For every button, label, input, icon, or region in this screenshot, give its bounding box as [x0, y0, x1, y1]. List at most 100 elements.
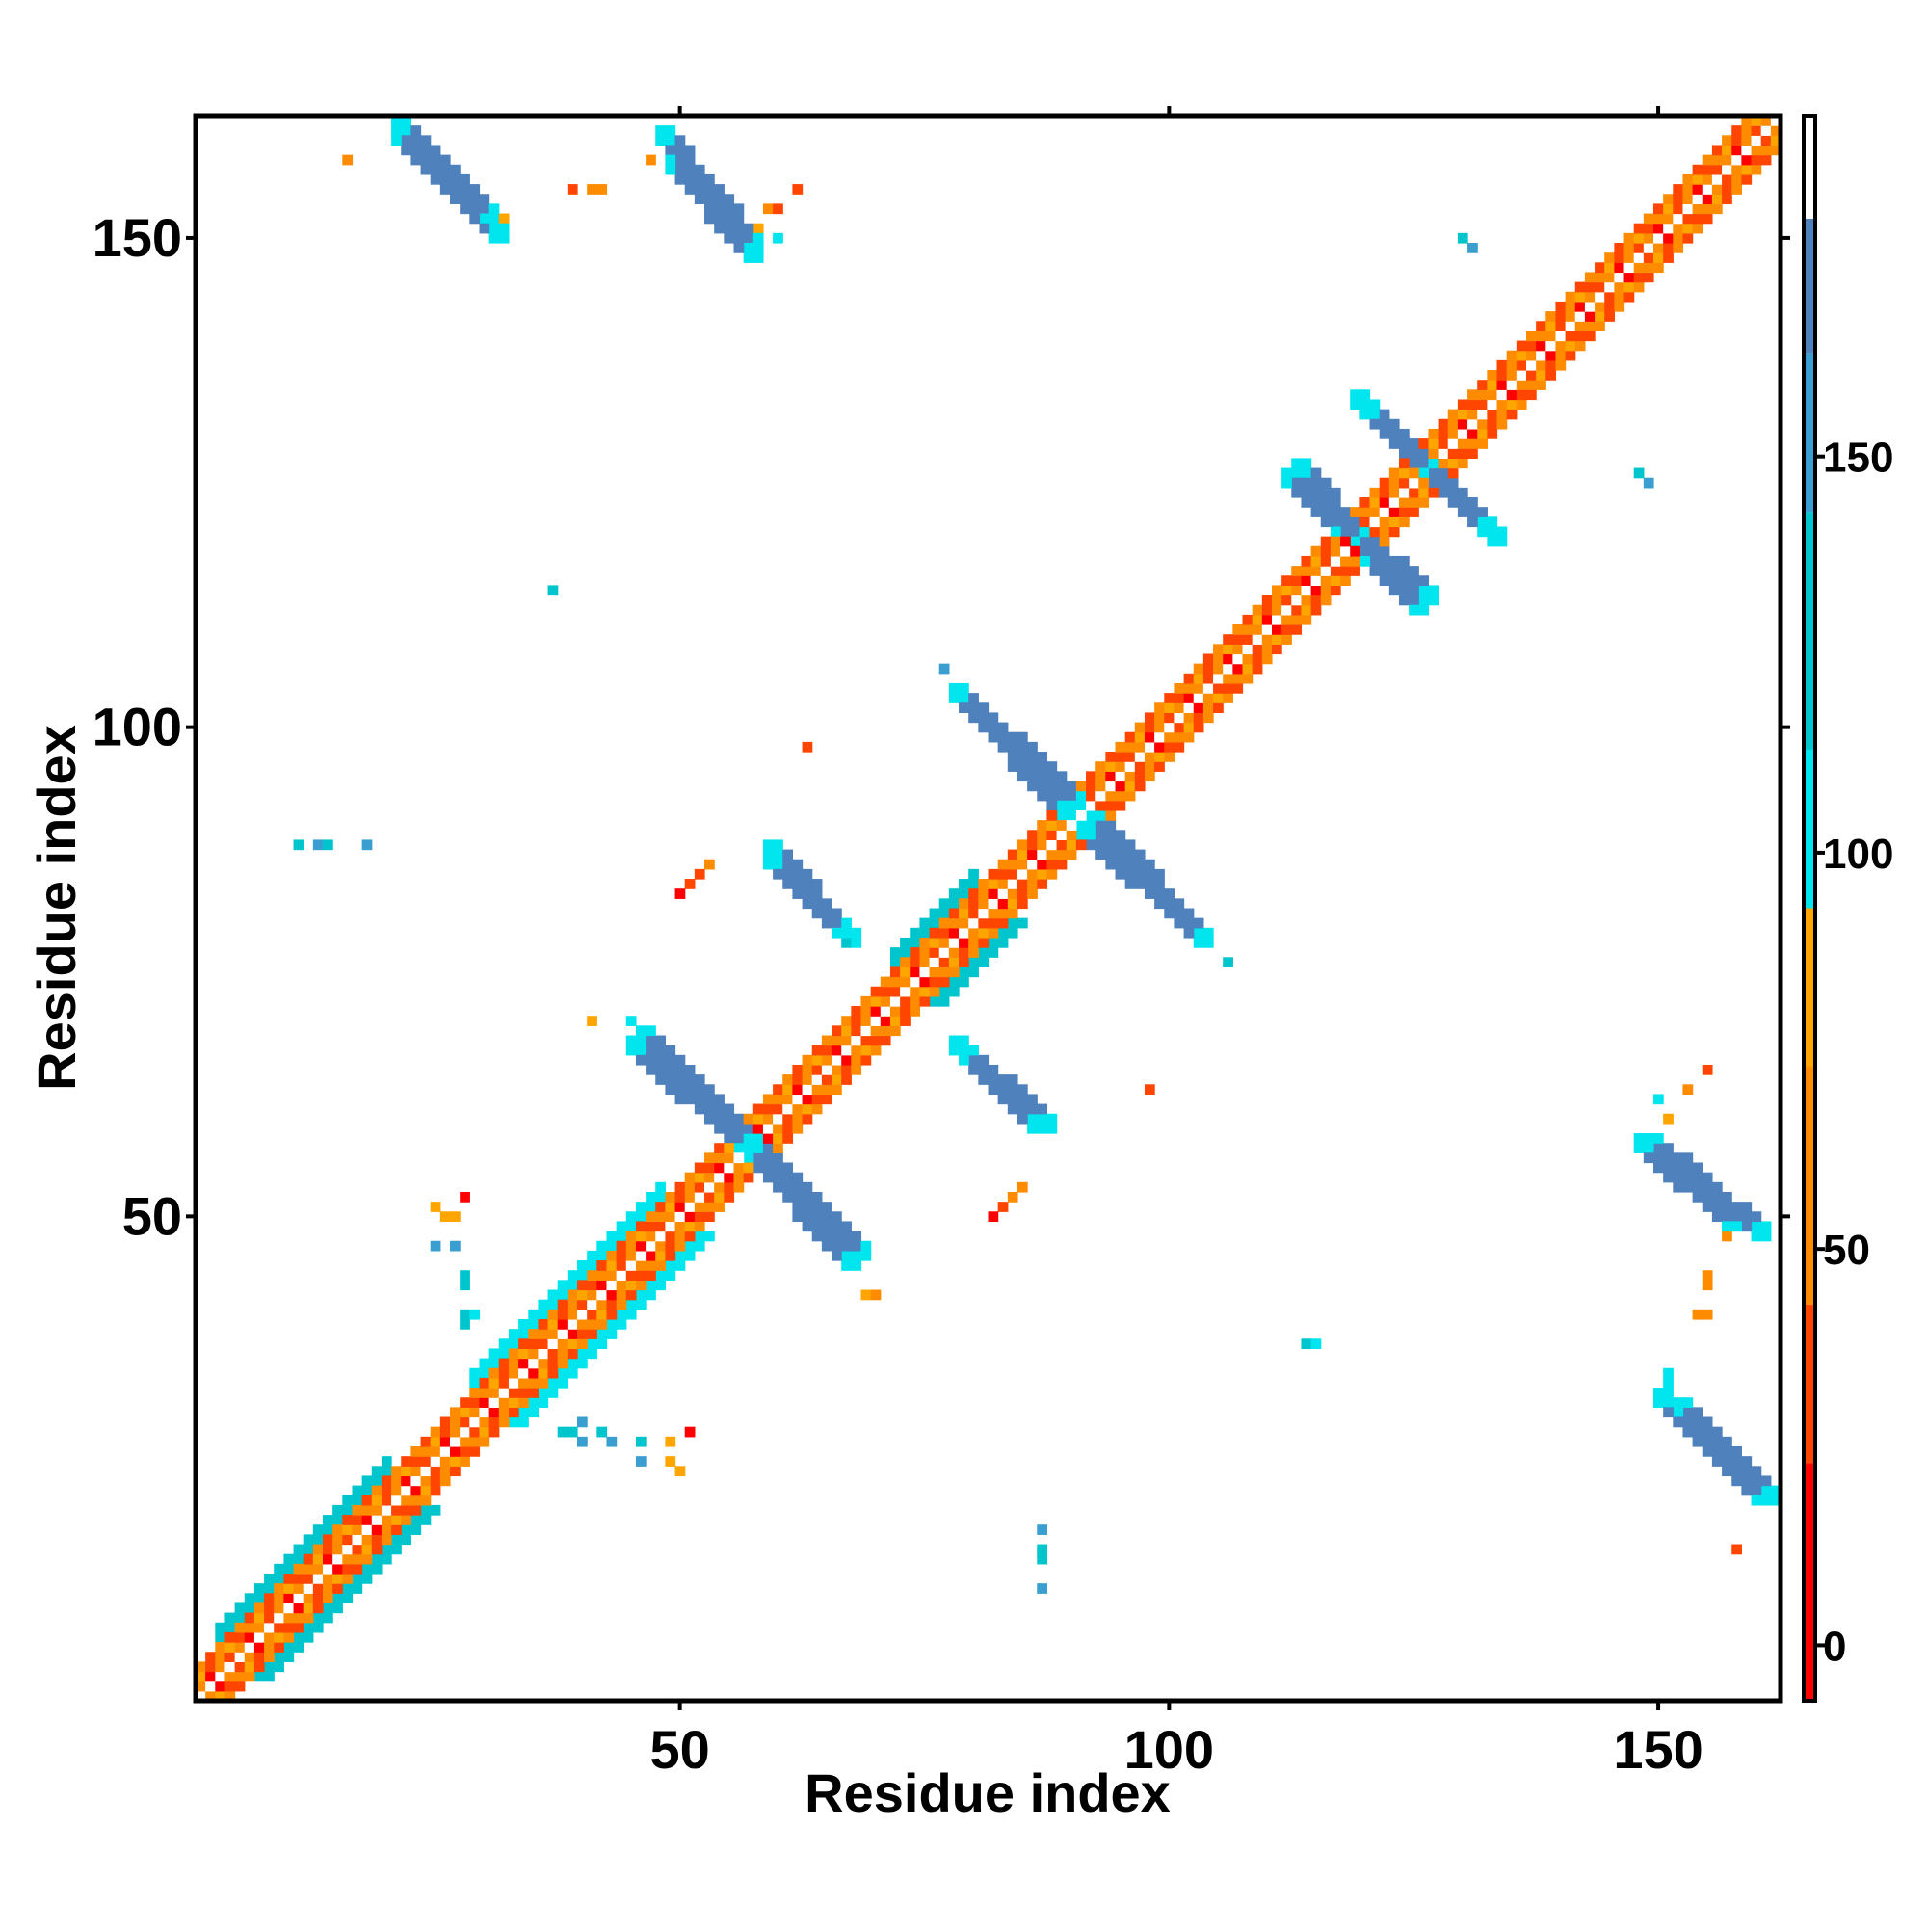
diagonal-cell	[332, 1524, 343, 1535]
diagonal-cell	[938, 957, 950, 968]
diagonal-cell	[1281, 595, 1292, 606]
diagonal-cell	[1751, 145, 1762, 156]
strand-cell	[948, 682, 960, 694]
diagonal-cell	[410, 1445, 422, 1457]
helix-cell	[587, 1260, 597, 1271]
diagonal-cell	[997, 888, 1009, 899]
diagonal-cell	[1271, 585, 1282, 596]
diagonal-cell	[224, 1631, 236, 1643]
diagonal-cell	[1281, 604, 1292, 616]
diagonal-cell	[352, 1563, 363, 1575]
diagonal-cell	[1447, 448, 1459, 459]
strand-cell	[1379, 418, 1390, 430]
strand-cell	[1369, 536, 1381, 547]
diagonal-cell	[1584, 291, 1596, 303]
helix-cell	[547, 1388, 559, 1398]
contact-cell	[684, 1426, 696, 1438]
diagonal-cell	[938, 947, 950, 958]
strand-cell	[655, 1045, 666, 1056]
strand-cell	[811, 888, 823, 899]
diagonal-cell	[968, 888, 979, 899]
strand-cell	[1682, 1416, 1694, 1428]
diagonal-cell	[567, 1299, 578, 1310]
diagonal-cell	[1271, 595, 1282, 606]
contact-cell	[361, 839, 373, 851]
strand-cell	[694, 164, 705, 175]
strand-cell	[959, 1045, 969, 1056]
helix-cell	[694, 1240, 705, 1252]
diagonal-cell	[430, 1485, 441, 1496]
helix-cell	[938, 986, 950, 997]
strand-cell	[1016, 1113, 1028, 1125]
diagonal-cell	[312, 1593, 324, 1604]
diagonal-cell	[841, 1035, 852, 1046]
helix-cell	[274, 1573, 284, 1584]
strand-cell	[684, 1094, 696, 1105]
diagonal-cell	[1711, 184, 1723, 195]
diagonal-cell	[1496, 399, 1508, 410]
helix-cell	[528, 1318, 539, 1330]
strand-cell	[1301, 487, 1312, 498]
diagonal-cell	[1252, 614, 1263, 625]
diagonal-cell	[988, 898, 999, 910]
diagonal-cell	[1242, 653, 1254, 665]
helix-cell	[342, 1504, 354, 1516]
diagonal-cell	[841, 1074, 852, 1085]
diagonal-cell	[342, 1573, 354, 1584]
strand-cell	[1115, 839, 1126, 851]
strand-cell	[1134, 879, 1146, 889]
strand-cell	[1086, 839, 1096, 851]
diagonal-cell	[1584, 272, 1596, 283]
diagonal-cell	[479, 1388, 490, 1398]
diagonal-cell	[938, 927, 950, 939]
helix-cell	[244, 1602, 255, 1614]
strand-cell	[420, 145, 432, 156]
strand-cell	[1016, 1103, 1028, 1115]
strand-cell	[762, 839, 774, 851]
strand-cell	[792, 859, 804, 870]
diagonal-cell	[929, 976, 940, 988]
diagonal-cell	[1095, 781, 1106, 792]
helix-cell	[381, 1553, 392, 1565]
strand-cell	[988, 1064, 999, 1075]
strand-cell	[714, 203, 725, 215]
diagonal-cell	[1536, 331, 1546, 342]
diagonal-cell	[1438, 438, 1449, 449]
diagonal-cell	[1086, 790, 1096, 802]
diagonal-cell	[1271, 624, 1282, 635]
strand-cell	[1037, 761, 1048, 772]
strand-cell	[460, 173, 470, 185]
diagonal-cell	[1614, 252, 1625, 263]
diagonal-cell	[1095, 800, 1106, 811]
diagonal-cell	[1741, 116, 1753, 126]
strand-cell	[1115, 859, 1126, 870]
diagonal-cell	[1320, 575, 1332, 586]
strand-cell	[1359, 399, 1371, 410]
diagonal-cell	[714, 1181, 725, 1193]
diagonal-cell	[1261, 595, 1273, 606]
diagonal-cell	[635, 1270, 647, 1281]
diagonal-cell	[1418, 477, 1430, 489]
strand-cell	[684, 154, 696, 166]
strand-cell	[1457, 507, 1468, 517]
strand-cell	[1359, 389, 1371, 401]
strand-cell	[1731, 1466, 1742, 1477]
diagonal-cell	[1330, 545, 1341, 557]
diagonal-cell	[488, 1367, 500, 1379]
diagonal-cell	[1682, 184, 1694, 195]
diagonal-cell	[724, 1152, 735, 1164]
strand-cell	[841, 1221, 852, 1232]
helix-cell	[498, 1338, 510, 1350]
diagonal-cell	[1487, 409, 1498, 420]
diagonal-cell	[1536, 380, 1546, 390]
diagonal-cell	[1643, 252, 1654, 263]
strand-cell	[1751, 1221, 1762, 1232]
diagonal-cell	[1731, 184, 1742, 195]
diagonal-cell	[1741, 135, 1753, 146]
strand-cell	[439, 164, 451, 175]
diagonal-cell	[919, 976, 931, 988]
strand-cell	[1066, 781, 1077, 792]
strand-cell	[1202, 927, 1214, 939]
helix-cell	[988, 947, 999, 958]
diagonal-cell	[821, 1035, 832, 1046]
